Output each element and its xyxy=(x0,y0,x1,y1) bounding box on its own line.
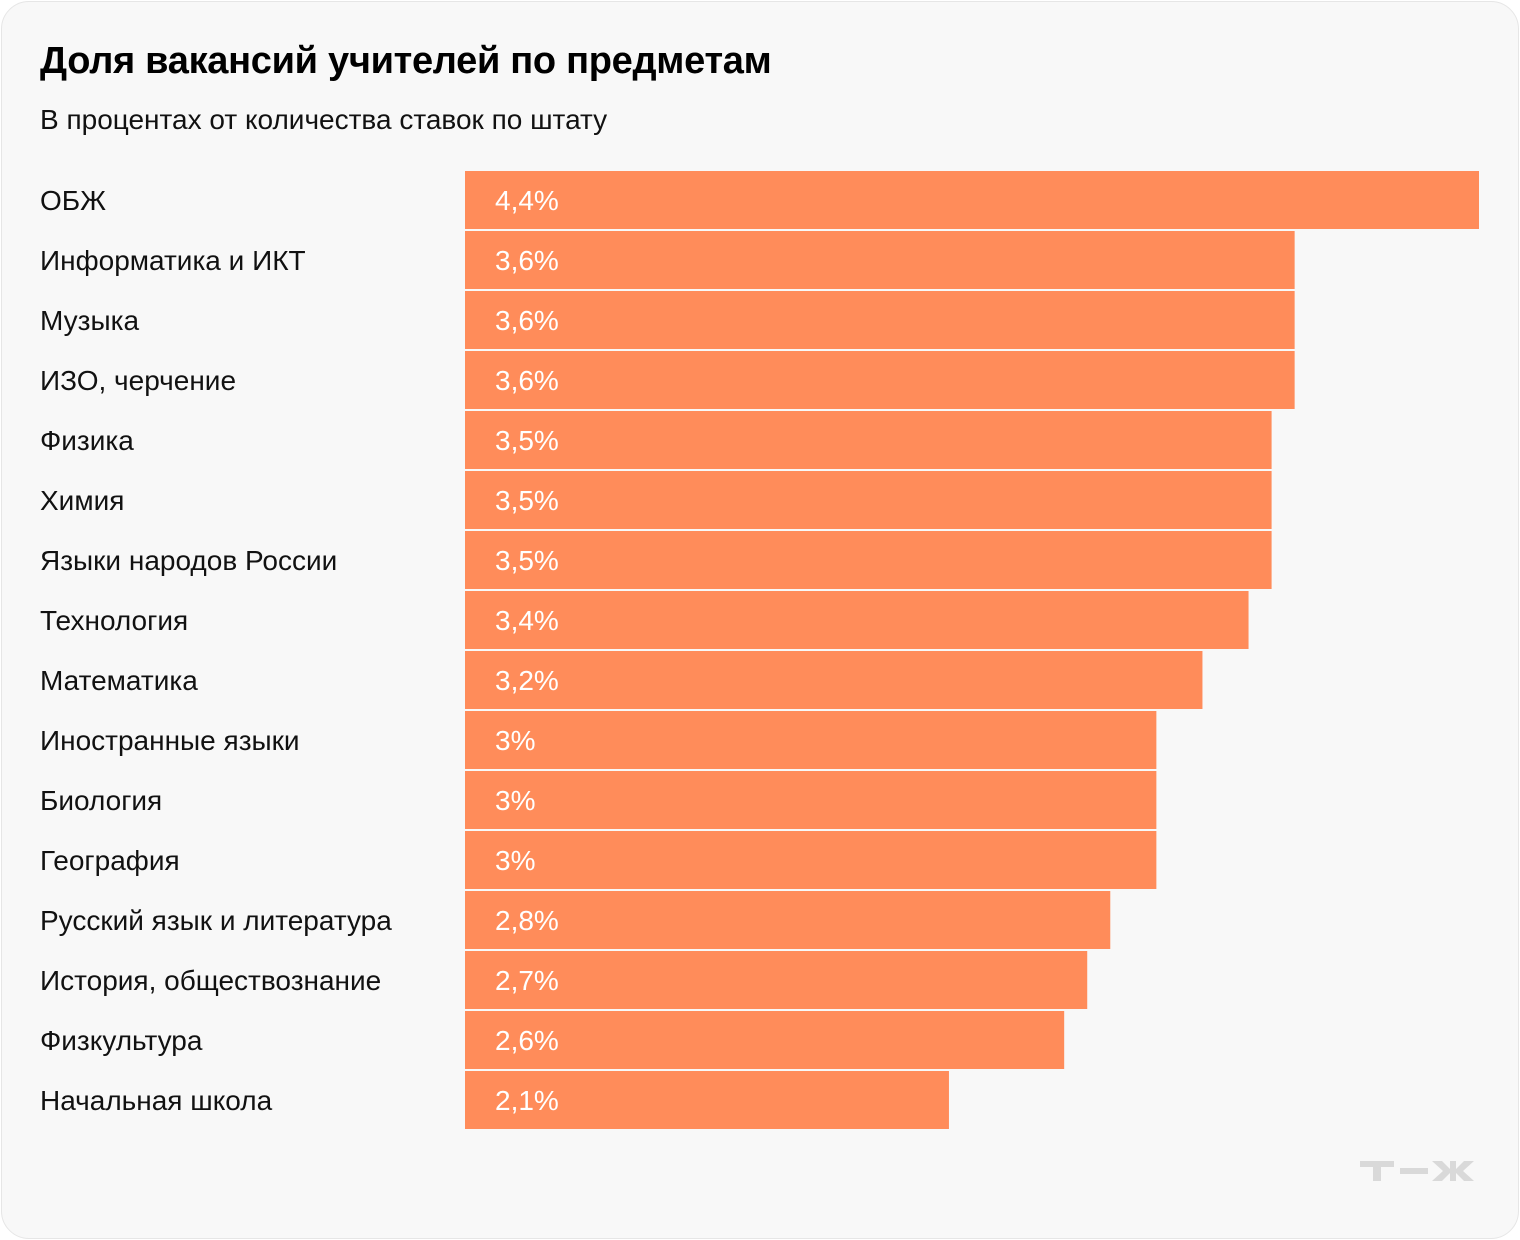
category-label: Музыка xyxy=(40,305,139,336)
bar xyxy=(465,351,1295,409)
value-label: 3,6% xyxy=(495,245,559,276)
category-label: Химия xyxy=(40,485,124,516)
category-label: Математика xyxy=(40,665,198,696)
bar xyxy=(465,831,1157,889)
bar xyxy=(465,1071,949,1129)
category-label: Языки народов России xyxy=(40,545,337,576)
category-label: Физика xyxy=(40,425,134,456)
value-label: 3,6% xyxy=(495,305,559,336)
value-label: 2,7% xyxy=(495,965,559,996)
bar xyxy=(465,591,1249,649)
value-label: 3% xyxy=(495,785,535,816)
value-label: 2,1% xyxy=(495,1085,559,1116)
category-label: Начальная школа xyxy=(40,1085,273,1116)
bar xyxy=(465,891,1111,949)
bar xyxy=(465,471,1272,529)
value-label: 2,8% xyxy=(495,905,559,936)
bar xyxy=(465,1011,1065,1069)
chart-subtitle: В процентах от количества ставок по штат… xyxy=(40,104,608,135)
bar xyxy=(465,711,1157,769)
tj-logo xyxy=(1360,1161,1474,1181)
bar xyxy=(465,531,1272,589)
value-label: 3% xyxy=(495,725,535,756)
category-label: География xyxy=(40,845,180,876)
bar xyxy=(465,651,1203,709)
bar xyxy=(465,291,1295,349)
value-label: 3,4% xyxy=(495,605,559,636)
value-label: 3,5% xyxy=(495,425,559,456)
category-label: Физкультура xyxy=(40,1025,203,1056)
value-label: 2,6% xyxy=(495,1025,559,1056)
category-label: Биология xyxy=(40,785,162,816)
value-label: 3,5% xyxy=(495,485,559,516)
value-label: 3,2% xyxy=(495,665,559,696)
value-label: 3% xyxy=(495,845,535,876)
value-label: 3,6% xyxy=(495,365,559,396)
bar xyxy=(465,231,1295,289)
bar xyxy=(465,951,1088,1009)
category-label: Русский язык и литература xyxy=(40,905,392,936)
category-label: Технология xyxy=(40,605,188,636)
category-label: ОБЖ xyxy=(40,185,106,216)
category-label: Иностранные языки xyxy=(40,725,300,756)
chart-title: Доля вакансий учителей по предметам xyxy=(40,40,772,82)
bar xyxy=(465,771,1157,829)
value-label: 4,4% xyxy=(495,185,559,216)
bar xyxy=(465,171,1479,229)
category-label: История, обществознание xyxy=(40,965,381,996)
category-label: ИЗО, черчение xyxy=(40,365,236,396)
value-label: 3,5% xyxy=(495,545,559,576)
bar xyxy=(465,411,1272,469)
category-label: Информатика и ИКТ xyxy=(40,245,306,276)
